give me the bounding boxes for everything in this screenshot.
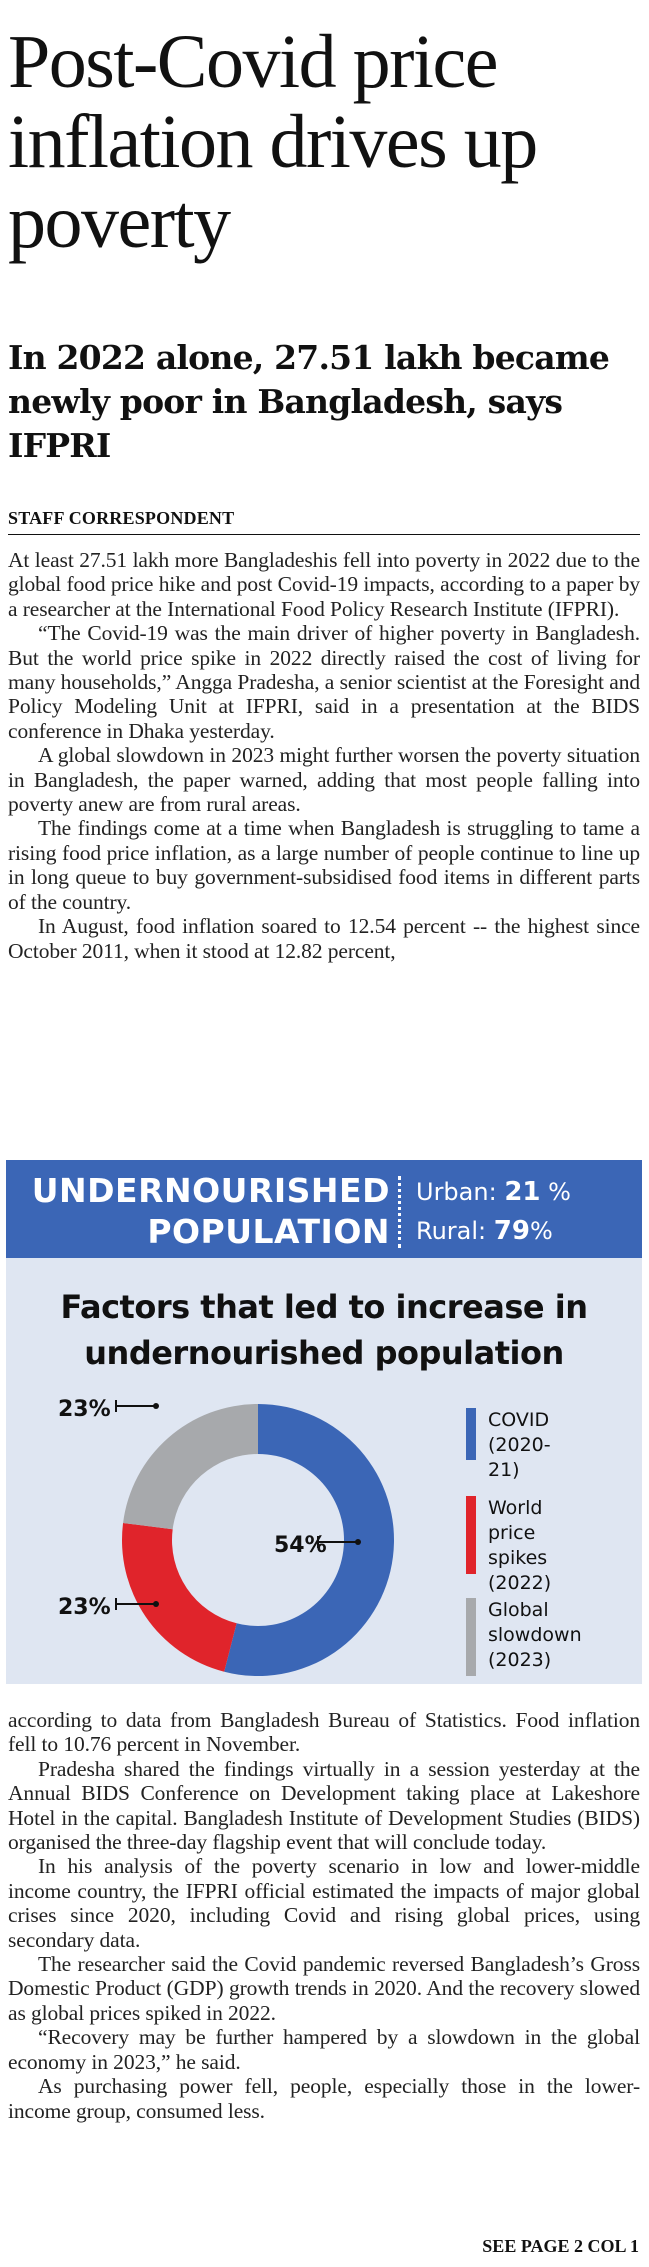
slice-data-label: 23% (58, 1595, 111, 1620)
urban-stat: Urban: 21 % (416, 1177, 571, 1207)
subheadline: In 2022 alone, 27.51 lakh became newly p… (8, 338, 610, 465)
continuation-note: SEE PAGE 2 COL 1 (482, 2236, 639, 2256)
legend-swatch (466, 1598, 476, 1676)
label-leader-dot (153, 1601, 159, 1607)
article-body-bottom: according to data from Bangladesh Bureau… (8, 1708, 640, 2123)
rural-value: 79 (493, 1216, 530, 1246)
paragraph: The researcher said the Covid pandemic r… (8, 1952, 640, 2025)
banner-divider (398, 1176, 401, 1248)
legend-label: World price spikes (2022) (488, 1497, 552, 1594)
donut-slice-world-price (121, 1522, 237, 1672)
donut-slice-global-slowdown (123, 1404, 258, 1530)
byline-divider (8, 534, 640, 535)
legend-swatch (466, 1408, 476, 1460)
donut-slice-covid (224, 1404, 394, 1676)
legend-swatch (466, 1496, 476, 1574)
rural-stat: Rural: 79% (416, 1216, 553, 1246)
headline: Post-Covid price inflation drives up pov… (8, 20, 538, 264)
urban-percent: % (548, 1178, 571, 1206)
byline: STAFF CORRESPONDENT (8, 508, 235, 528)
urban-value: 21 (504, 1177, 541, 1207)
chart-title: Factors that led to increase in undernou… (60, 1288, 588, 1372)
banner-title-line1: UNDERNOURISHED (31, 1171, 390, 1210)
paragraph: Pradesha shared the findings virtually i… (8, 1756, 640, 1855)
banner-title: UNDERNOURISHED POPULATION (32, 1170, 390, 1252)
rural-percent: % (529, 1217, 553, 1245)
label-leader-dot (355, 1539, 361, 1545)
legend-label: COVID (2020-21) (488, 1409, 551, 1481)
paragraph: The findings come at a time when Banglad… (8, 816, 640, 914)
paragraph: At least 27.51 lakh more Bangladeshis fe… (8, 548, 640, 621)
paragraph: In his analysis of the poverty scenario … (8, 1854, 640, 1952)
label-leader-dot (153, 1403, 159, 1409)
slice-data-label: 23% (58, 1397, 111, 1422)
infographic: UNDERNOURISHED POPULATION Urban: 21 % Ru… (6, 1160, 642, 1684)
paragraph: A global slowdown in 2023 might further … (8, 743, 640, 817)
paragraph: “The Covid-19 was the main driver of hig… (8, 621, 640, 743)
urban-label: Urban: (416, 1178, 497, 1206)
paragraph: according to data from Bangladesh Bureau… (8, 1708, 640, 1757)
paragraph: As purchasing power fell, people, especi… (8, 2074, 640, 2123)
paragraph: “Recovery may be further hampered by a s… (8, 2025, 640, 2074)
donut-chart: 54%23%23% (58, 1397, 394, 1676)
banner-title-line2: POPULATION (147, 1212, 390, 1251)
undernourished-banner: UNDERNOURISHED POPULATION Urban: 21 % Ru… (6, 1160, 642, 1258)
rural-label: Rural: (416, 1217, 487, 1245)
legend-label: Global slowdown (2023) (488, 1599, 582, 1671)
paragraph: In August, food inflation soared to 12.5… (8, 914, 640, 963)
article-body-top: At least 27.51 lakh more Bangladeshis fe… (8, 548, 640, 963)
